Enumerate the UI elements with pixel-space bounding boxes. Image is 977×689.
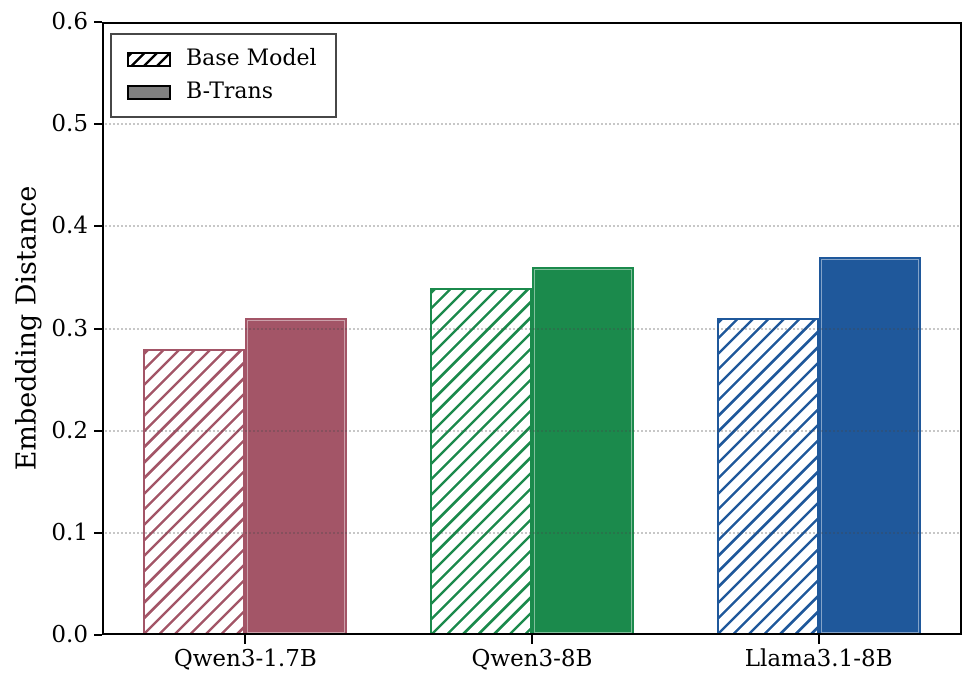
y-tick (94, 634, 102, 636)
x-tick-label: Qwen3-1.7B (173, 646, 317, 672)
x-tick (817, 635, 820, 644)
y-tick-label: 0.5 (51, 111, 88, 138)
y-tick-label: 0.3 (51, 315, 88, 342)
y-gridline (102, 123, 962, 126)
legend-label: Base Model (186, 46, 317, 71)
bar-b-trans-qwen3-1-7b (245, 318, 348, 635)
y-tick (94, 531, 102, 534)
y-tick (94, 429, 102, 432)
x-tick-label: Qwen3-8B (471, 646, 593, 672)
legend-label: B-Trans (186, 79, 273, 104)
legend-item-base-model: Base Model (127, 46, 321, 72)
y-gridline (102, 327, 962, 330)
y-tick (94, 327, 102, 330)
hatched-swatch-icon (127, 51, 171, 67)
y-tick (94, 123, 102, 126)
bar-b-trans-qwen3-8b (532, 267, 634, 635)
y-tick-label: 0.4 (51, 213, 88, 240)
y-tick (94, 21, 102, 23)
y-gridline (102, 225, 962, 228)
legend-item-b-trans: B-Trans (127, 79, 321, 105)
bar-base-model-llama3-1-8b (716, 318, 819, 635)
solid-swatch-icon (127, 84, 171, 100)
plot-area (102, 22, 962, 635)
bar-b-trans-llama3-1-8b (818, 256, 921, 635)
x-tick-label: Llama3.1-8B (744, 646, 893, 672)
bar-base-model-qwen3-8b (430, 287, 532, 635)
x-tick (244, 635, 247, 644)
y-gridline (102, 429, 962, 432)
y-tick-label: 0.6 (51, 9, 88, 35)
legend: Base Model B-Trans (110, 33, 337, 118)
y-tick (94, 225, 102, 228)
y-tick-label: 0.0 (51, 622, 88, 648)
bar-base-model-qwen3-1-7b (143, 348, 246, 635)
x-tick (531, 635, 533, 644)
y-tick-label: 0.2 (51, 417, 88, 444)
y-tick-label: 0.1 (51, 519, 88, 546)
y-gridline (102, 531, 962, 534)
